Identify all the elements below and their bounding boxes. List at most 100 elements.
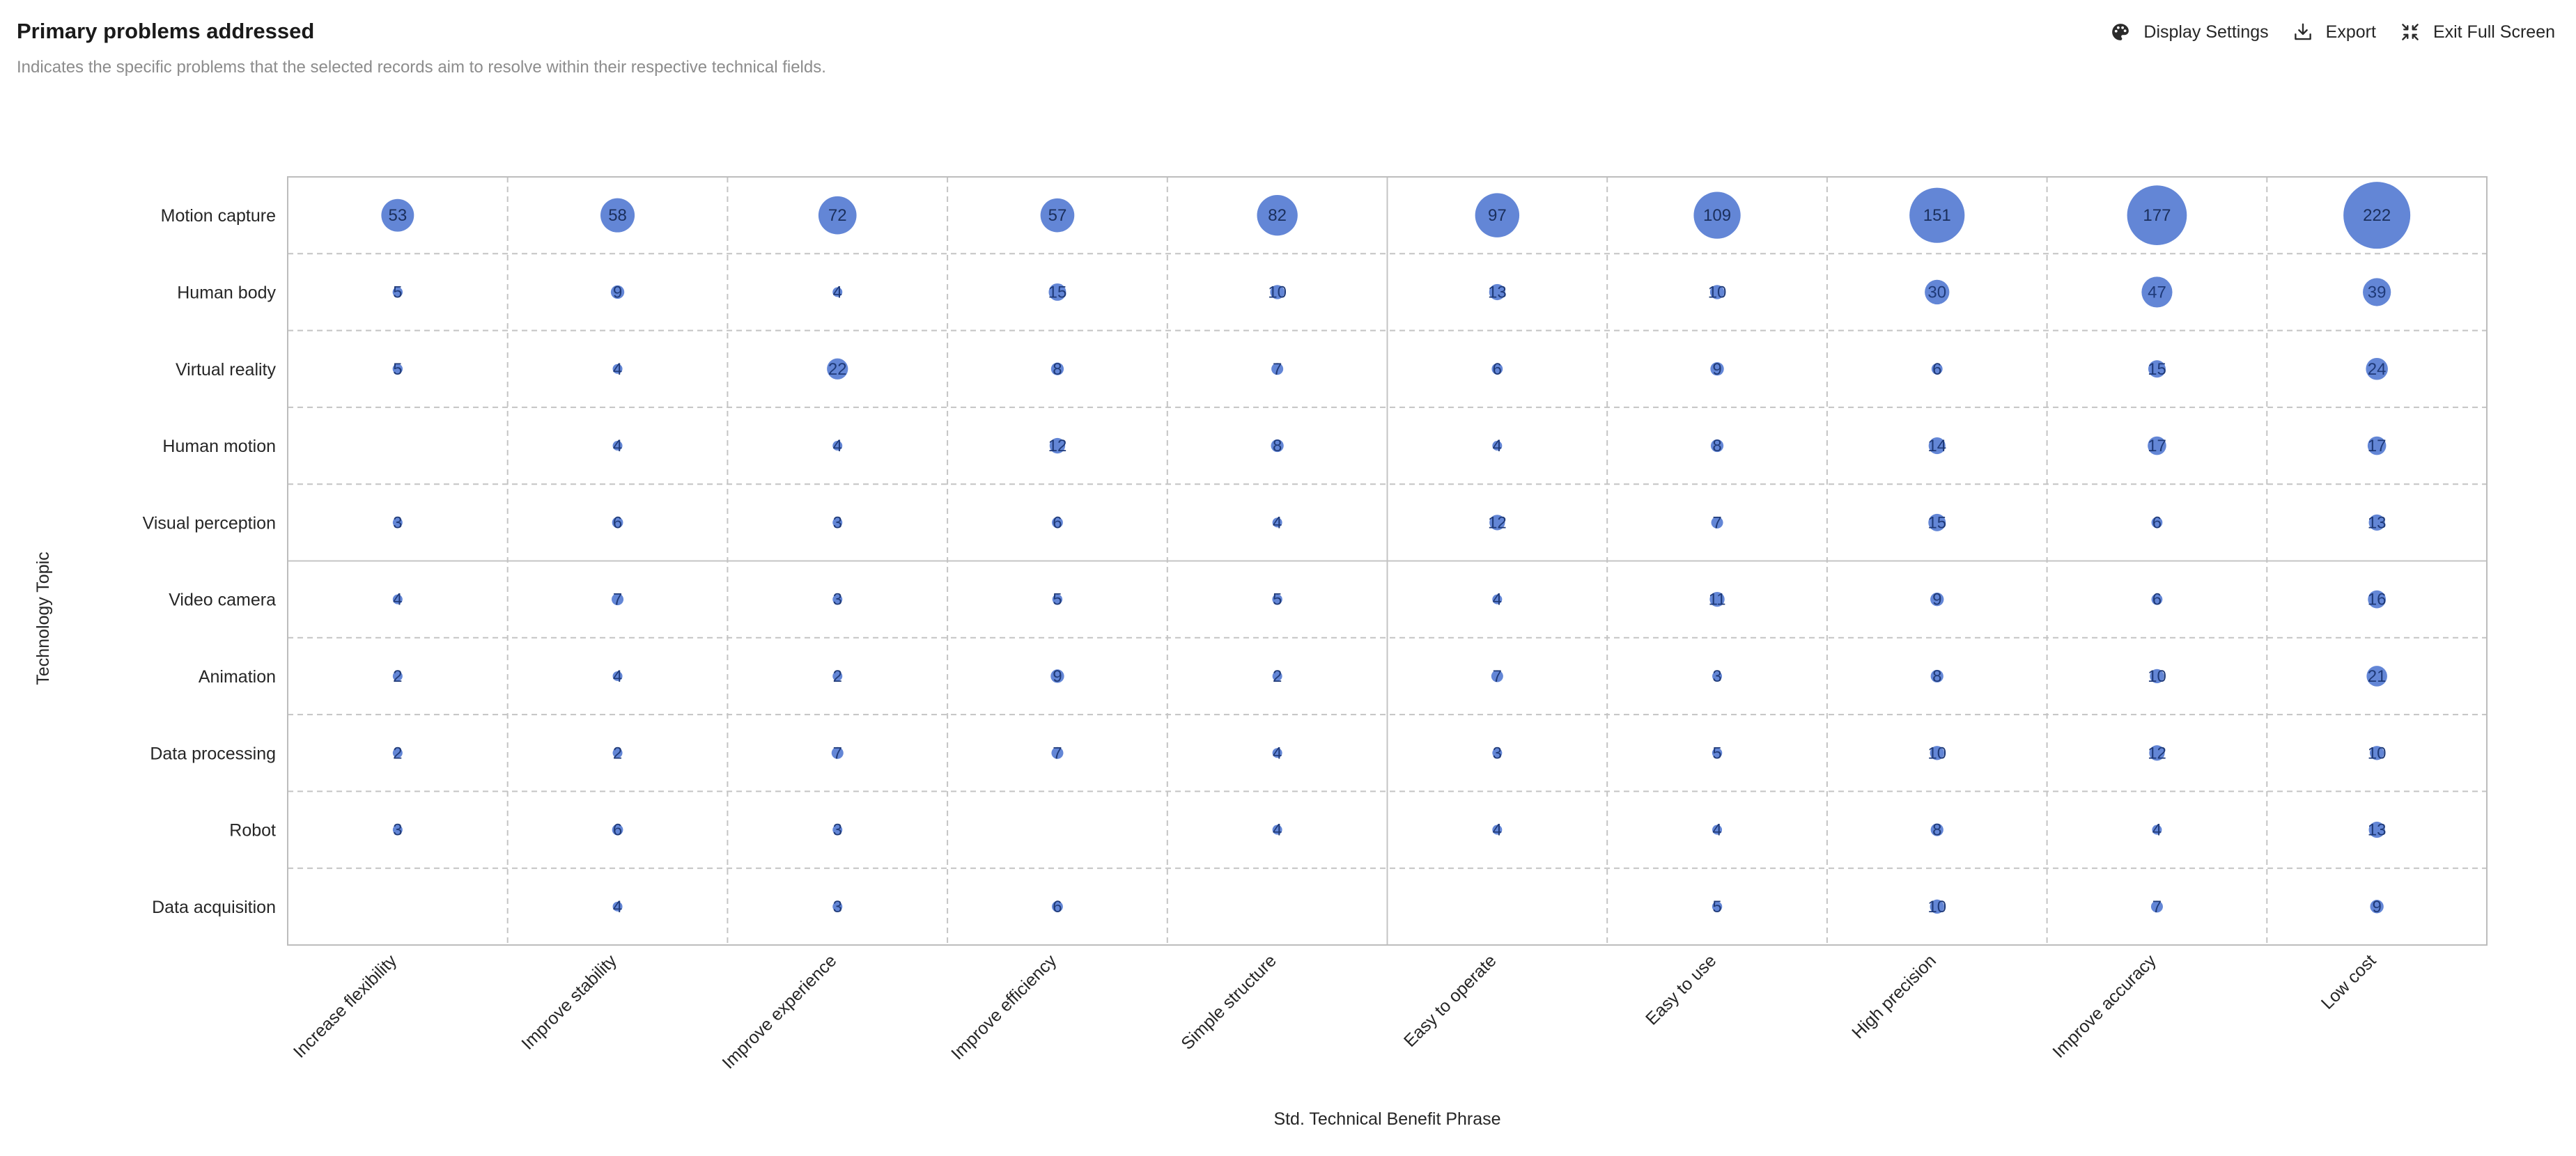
bubble-value-label: 177: [2143, 206, 2171, 225]
bubble-value-label: 6: [1053, 898, 1062, 916]
bubble-value-label: 57: [1048, 206, 1067, 225]
bubble-value-label: 21: [2368, 667, 2387, 686]
bubble-value-label: 7: [613, 591, 622, 609]
bubble-value-label: 3: [393, 513, 402, 532]
bubble-value-label: 4: [613, 667, 622, 686]
x-tick-label: Improve experience: [718, 951, 840, 1072]
x-tick-label: Simple structure: [1177, 951, 1280, 1054]
bubble-value-label: 4: [393, 591, 402, 609]
bubble-value-label: 9: [1053, 667, 1062, 686]
bubble-value-label: 4: [833, 437, 842, 455]
bubble-value-label: 2: [393, 667, 402, 686]
x-tick-label: High precision: [1848, 951, 1940, 1042]
bubble-value-label: 222: [2363, 206, 2391, 225]
bubble-value-label: 13: [1488, 283, 1507, 302]
bubble-value-label: 3: [833, 513, 842, 532]
bubble-value-label: 3: [833, 821, 842, 840]
bubble-value-label: 9: [2372, 898, 2381, 916]
bubble-value-label: 8: [1712, 437, 1721, 455]
bubble-value-label: 6: [1493, 360, 1502, 379]
bubble-value-label: 4: [833, 283, 842, 302]
y-tick-label: Robot: [229, 821, 276, 841]
bubble-value-label: 97: [1488, 206, 1507, 225]
y-tick-label: Human motion: [162, 437, 276, 456]
bubble-value-label: 4: [1493, 821, 1502, 840]
bubble-value-label: 8: [1932, 821, 1941, 840]
bubble-value-label: 10: [1927, 898, 1946, 916]
y-tick-label: Video camera: [169, 591, 276, 610]
bubble-value-label: 4: [1493, 591, 1502, 609]
bubble-value-label: 82: [1268, 206, 1287, 225]
x-tick-label: Improve accuracy: [2049, 951, 2160, 1062]
bubble-value-label: 15: [1927, 513, 1946, 532]
bubble-value-label: 10: [1268, 283, 1287, 302]
bubble-value-label: 47: [2148, 283, 2166, 302]
bubble-value-label: 10: [2148, 667, 2166, 686]
bubble-value-label: 11: [1709, 591, 1726, 609]
bubble-value-label: 4: [613, 360, 622, 379]
y-tick-label: Motion capture: [161, 206, 276, 226]
y-tick-label: Data acquisition: [152, 898, 276, 917]
y-tick-label: Human body: [177, 283, 276, 302]
bubble-value-label: 12: [1488, 513, 1507, 532]
bubble-value-label: 7: [833, 744, 842, 763]
bubble-value-label: 4: [1273, 821, 1282, 840]
bubble-value-label: 3: [833, 591, 842, 609]
bubble-value-label: 6: [1053, 513, 1062, 532]
bubble-value-label: 6: [1932, 360, 1941, 379]
y-tick-label: Visual perception: [143, 513, 276, 533]
y-tick-label: Data processing: [150, 744, 276, 763]
bubble-value-label: 2: [393, 744, 402, 763]
bubble-value-label: 6: [2152, 513, 2162, 532]
bubble-value-label: 6: [613, 821, 622, 840]
bubble-value-label: 5: [1273, 591, 1282, 609]
bubble-value-label: 16: [2368, 591, 2387, 609]
y-axis-title: Technology Topic: [33, 552, 53, 685]
bubble-value-label: 8: [1932, 667, 1941, 686]
bubble-value-label: 4: [1273, 513, 1282, 532]
bubble-value-label: 5: [1712, 898, 1721, 916]
bubble-value-label: 4: [613, 898, 622, 916]
bubble-value-label: 2: [833, 667, 842, 686]
bubble-value-label: 15: [1048, 283, 1067, 302]
x-tick-label: Easy to use: [1642, 951, 1720, 1029]
bubble-value-label: 2: [1273, 667, 1282, 686]
bubble-value-label: 109: [1703, 206, 1731, 225]
bubble-value-label: 58: [608, 206, 627, 225]
bubble-value-label: 3: [1712, 667, 1721, 686]
x-tick-label: Improve efficiency: [947, 951, 1060, 1063]
bubble-value-label: 13: [2368, 821, 2387, 840]
y-tick-label: Animation: [199, 667, 276, 687]
bubble-value-label: 7: [1053, 744, 1062, 763]
bubble-value-label: 15: [2148, 360, 2166, 379]
bubble-value-label: 53: [388, 206, 407, 225]
x-tick-label: Low cost: [2318, 951, 2380, 1013]
bubble-value-label: 4: [1712, 821, 1721, 840]
bubble-value-label: 72: [828, 206, 847, 225]
bubble-value-label: 17: [2148, 437, 2166, 455]
bubble-value-label: 6: [2152, 591, 2162, 609]
x-axis-title: Std. Technical Benefit Phrase: [1273, 1109, 1500, 1129]
bubble-value-label: 7: [1712, 513, 1721, 532]
bubble-value-label: 39: [2368, 283, 2387, 302]
bubble-value-label: 4: [2152, 821, 2162, 840]
bubble-value-label: 24: [2368, 360, 2387, 379]
bubble-value-label: 4: [1273, 744, 1282, 763]
bubble-value-label: 10: [1708, 283, 1727, 302]
bubble-value-label: 5: [1053, 591, 1062, 609]
bubble-value-label: 151: [1923, 206, 1951, 225]
bubble-value-label: 3: [1493, 744, 1502, 763]
bubble-value-label: 17: [2368, 437, 2387, 455]
bubble-value-label: 10: [1927, 744, 1946, 763]
bubble-value-label: 7: [1273, 360, 1282, 379]
x-tick-label: Increase flexibility: [290, 951, 401, 1062]
bubble-value-label: 3: [833, 898, 842, 916]
bubble-value-label: 4: [1493, 437, 1502, 455]
y-tick-label: Virtual reality: [176, 360, 277, 380]
bubble-value-label: 7: [2152, 898, 2162, 916]
bubble-value-label: 6: [613, 513, 622, 532]
bubble-value-label: 9: [1932, 591, 1941, 609]
bubble-value-label: 12: [1048, 437, 1067, 455]
bubble-value-label: 22: [828, 360, 847, 379]
